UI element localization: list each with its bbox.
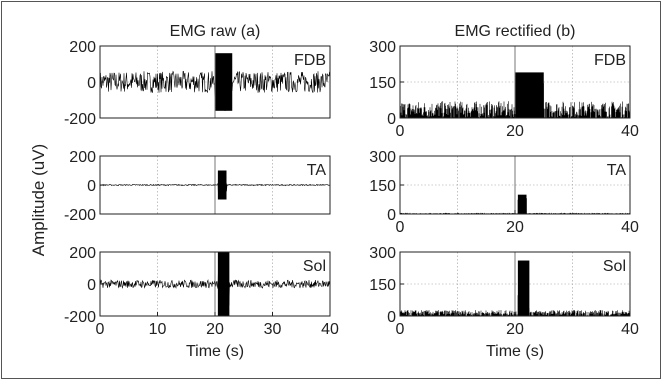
x-tick-label: 20 (506, 219, 524, 236)
y-tick-label: 200 (69, 245, 96, 262)
panel-1: 200 0 -200 FDB EMG raw (a) (64, 23, 331, 128)
x-axis-label: Time (s) (486, 343, 544, 360)
x-tick-label: 20 (506, 123, 524, 140)
y-tick-label: 0 (387, 207, 396, 224)
y-tick-label: 200 (69, 39, 96, 56)
y-tick-label: 300 (369, 245, 396, 262)
x-tick-label: 40 (621, 123, 639, 140)
burst-block (217, 252, 230, 316)
panel-2: 300 150 00 20 40 FDB EMG rectified (b) (369, 23, 639, 140)
y-tick-label: -200 (64, 111, 96, 128)
y-tick-label: -200 (64, 207, 96, 224)
y-tick-label: 0 (87, 277, 96, 294)
y-tick-label: 300 (369, 39, 396, 56)
burst-block (517, 194, 527, 214)
y-axis-label: Amplitude (uV) (29, 144, 48, 256)
muscle-label: FDB (294, 52, 326, 69)
muscle-label: TA (607, 162, 627, 179)
burst-block (217, 170, 227, 200)
x-tick-label: 30 (264, 321, 282, 338)
burst-block (517, 260, 530, 316)
x-tick-label: 10 (149, 321, 167, 338)
x-axis-label: Time (s) (186, 343, 244, 360)
y-tick-label: 0 (87, 75, 96, 92)
burst-block (515, 72, 544, 118)
panel-title: EMG rectified (b) (455, 23, 576, 40)
y-tick-label: 200 (69, 149, 96, 166)
x-tick-label: 0 (396, 321, 405, 338)
y-tick-label: 150 (369, 178, 396, 195)
burst-block (215, 53, 233, 111)
x-tick-label: 40 (321, 321, 339, 338)
y-tick-label: 150 (369, 277, 396, 294)
x-tick-label: 0 (396, 123, 405, 140)
muscle-label: FDB (594, 52, 626, 69)
x-tick-label: 20 (206, 321, 224, 338)
panel-title: EMG raw (a) (170, 23, 261, 40)
y-tick-label: 300 (369, 149, 396, 166)
muscle-label: Sol (603, 258, 626, 275)
muscle-label: Sol (303, 258, 326, 275)
muscle-label: TA (307, 162, 327, 179)
x-tick-label: 0 (96, 321, 105, 338)
panel-3: 200 0 -200 TA (64, 149, 331, 224)
x-tick-label: 40 (621, 219, 639, 236)
panel-6: 300 150 00 20 40 Sol Time (s) (369, 245, 639, 360)
y-tick-label: 0 (387, 111, 396, 128)
y-tick-label: 0 (87, 178, 96, 195)
y-tick-label: 150 (369, 75, 396, 92)
x-tick-label: 40 (621, 321, 639, 338)
panel-4: 300 150 00 20 40 TA (369, 149, 639, 236)
x-tick-label: 0 (396, 219, 405, 236)
y-tick-label: 0 (387, 309, 396, 326)
y-tick-label: -200 (64, 309, 96, 326)
x-tick-label: 20 (506, 321, 524, 338)
